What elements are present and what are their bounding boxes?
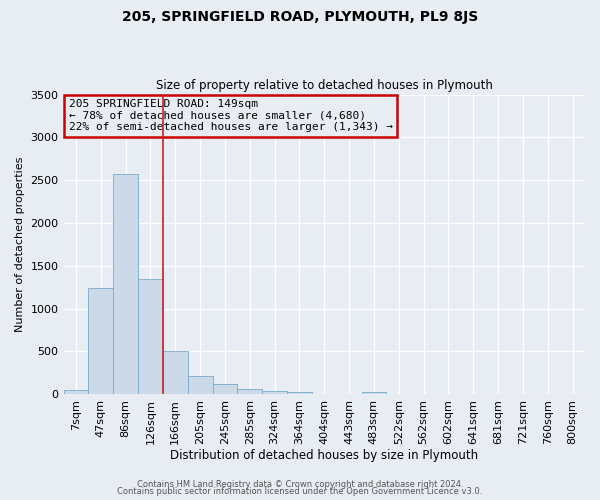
Text: 205 SPRINGFIELD ROAD: 149sqm
← 78% of detached houses are smaller (4,680)
22% of: 205 SPRINGFIELD ROAD: 149sqm ← 78% of de… bbox=[69, 99, 393, 132]
Bar bbox=[212, 384, 238, 394]
Text: Contains public sector information licensed under the Open Government Licence v3: Contains public sector information licen… bbox=[118, 488, 482, 496]
Bar bbox=[262, 390, 287, 394]
Title: Size of property relative to detached houses in Plymouth: Size of property relative to detached ho… bbox=[156, 79, 493, 92]
Bar bbox=[287, 392, 312, 394]
Bar bbox=[64, 390, 88, 394]
Text: Contains HM Land Registry data © Crown copyright and database right 2024.: Contains HM Land Registry data © Crown c… bbox=[137, 480, 463, 489]
Text: 205, SPRINGFIELD ROAD, PLYMOUTH, PL9 8JS: 205, SPRINGFIELD ROAD, PLYMOUTH, PL9 8JS bbox=[122, 10, 478, 24]
Bar bbox=[113, 174, 138, 394]
Bar bbox=[188, 376, 212, 394]
Bar bbox=[362, 392, 386, 394]
Y-axis label: Number of detached properties: Number of detached properties bbox=[15, 156, 25, 332]
Bar bbox=[163, 352, 188, 394]
Bar bbox=[88, 288, 113, 394]
Bar bbox=[238, 390, 262, 394]
X-axis label: Distribution of detached houses by size in Plymouth: Distribution of detached houses by size … bbox=[170, 450, 478, 462]
Bar bbox=[138, 278, 163, 394]
